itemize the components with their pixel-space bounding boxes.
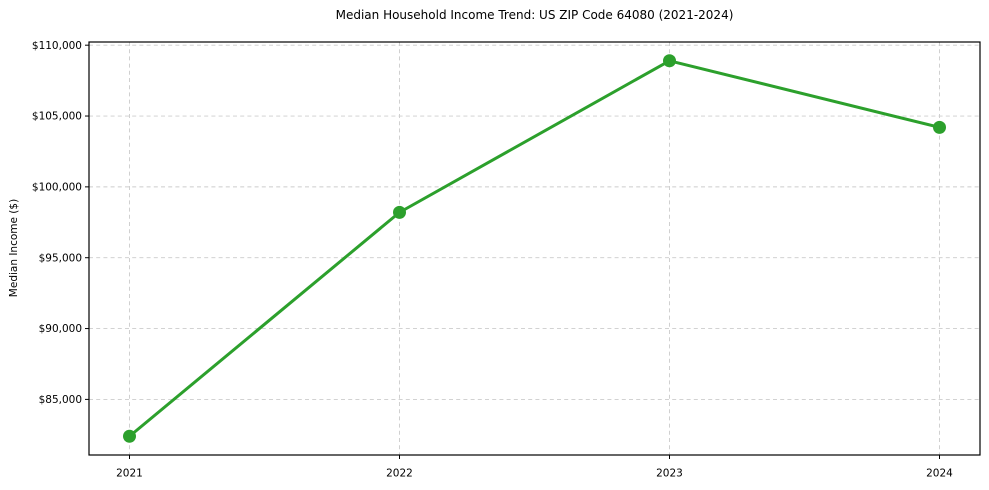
chart-title: Median Household Income Trend: US ZIP Co… bbox=[335, 8, 734, 22]
x-tick-label: 2024 bbox=[926, 468, 953, 480]
y-tick-label: $90,000 bbox=[39, 323, 82, 335]
y-tick-label: $95,000 bbox=[39, 252, 82, 264]
data-point bbox=[933, 120, 946, 134]
x-tick-label: 2022 bbox=[386, 468, 413, 480]
x-tick-label: 2023 bbox=[656, 468, 683, 480]
y-tick-label: $85,000 bbox=[39, 394, 82, 406]
y-tick-label: $110,000 bbox=[32, 40, 82, 52]
y-tick-label: $105,000 bbox=[32, 111, 82, 123]
data-point bbox=[393, 205, 406, 219]
y-tick-label: $100,000 bbox=[32, 182, 82, 194]
x-tick-label: 2021 bbox=[116, 468, 143, 480]
data-point bbox=[663, 54, 676, 68]
data-line bbox=[128, 59, 941, 438]
data-point bbox=[123, 429, 136, 443]
plot-border bbox=[88, 41, 981, 456]
